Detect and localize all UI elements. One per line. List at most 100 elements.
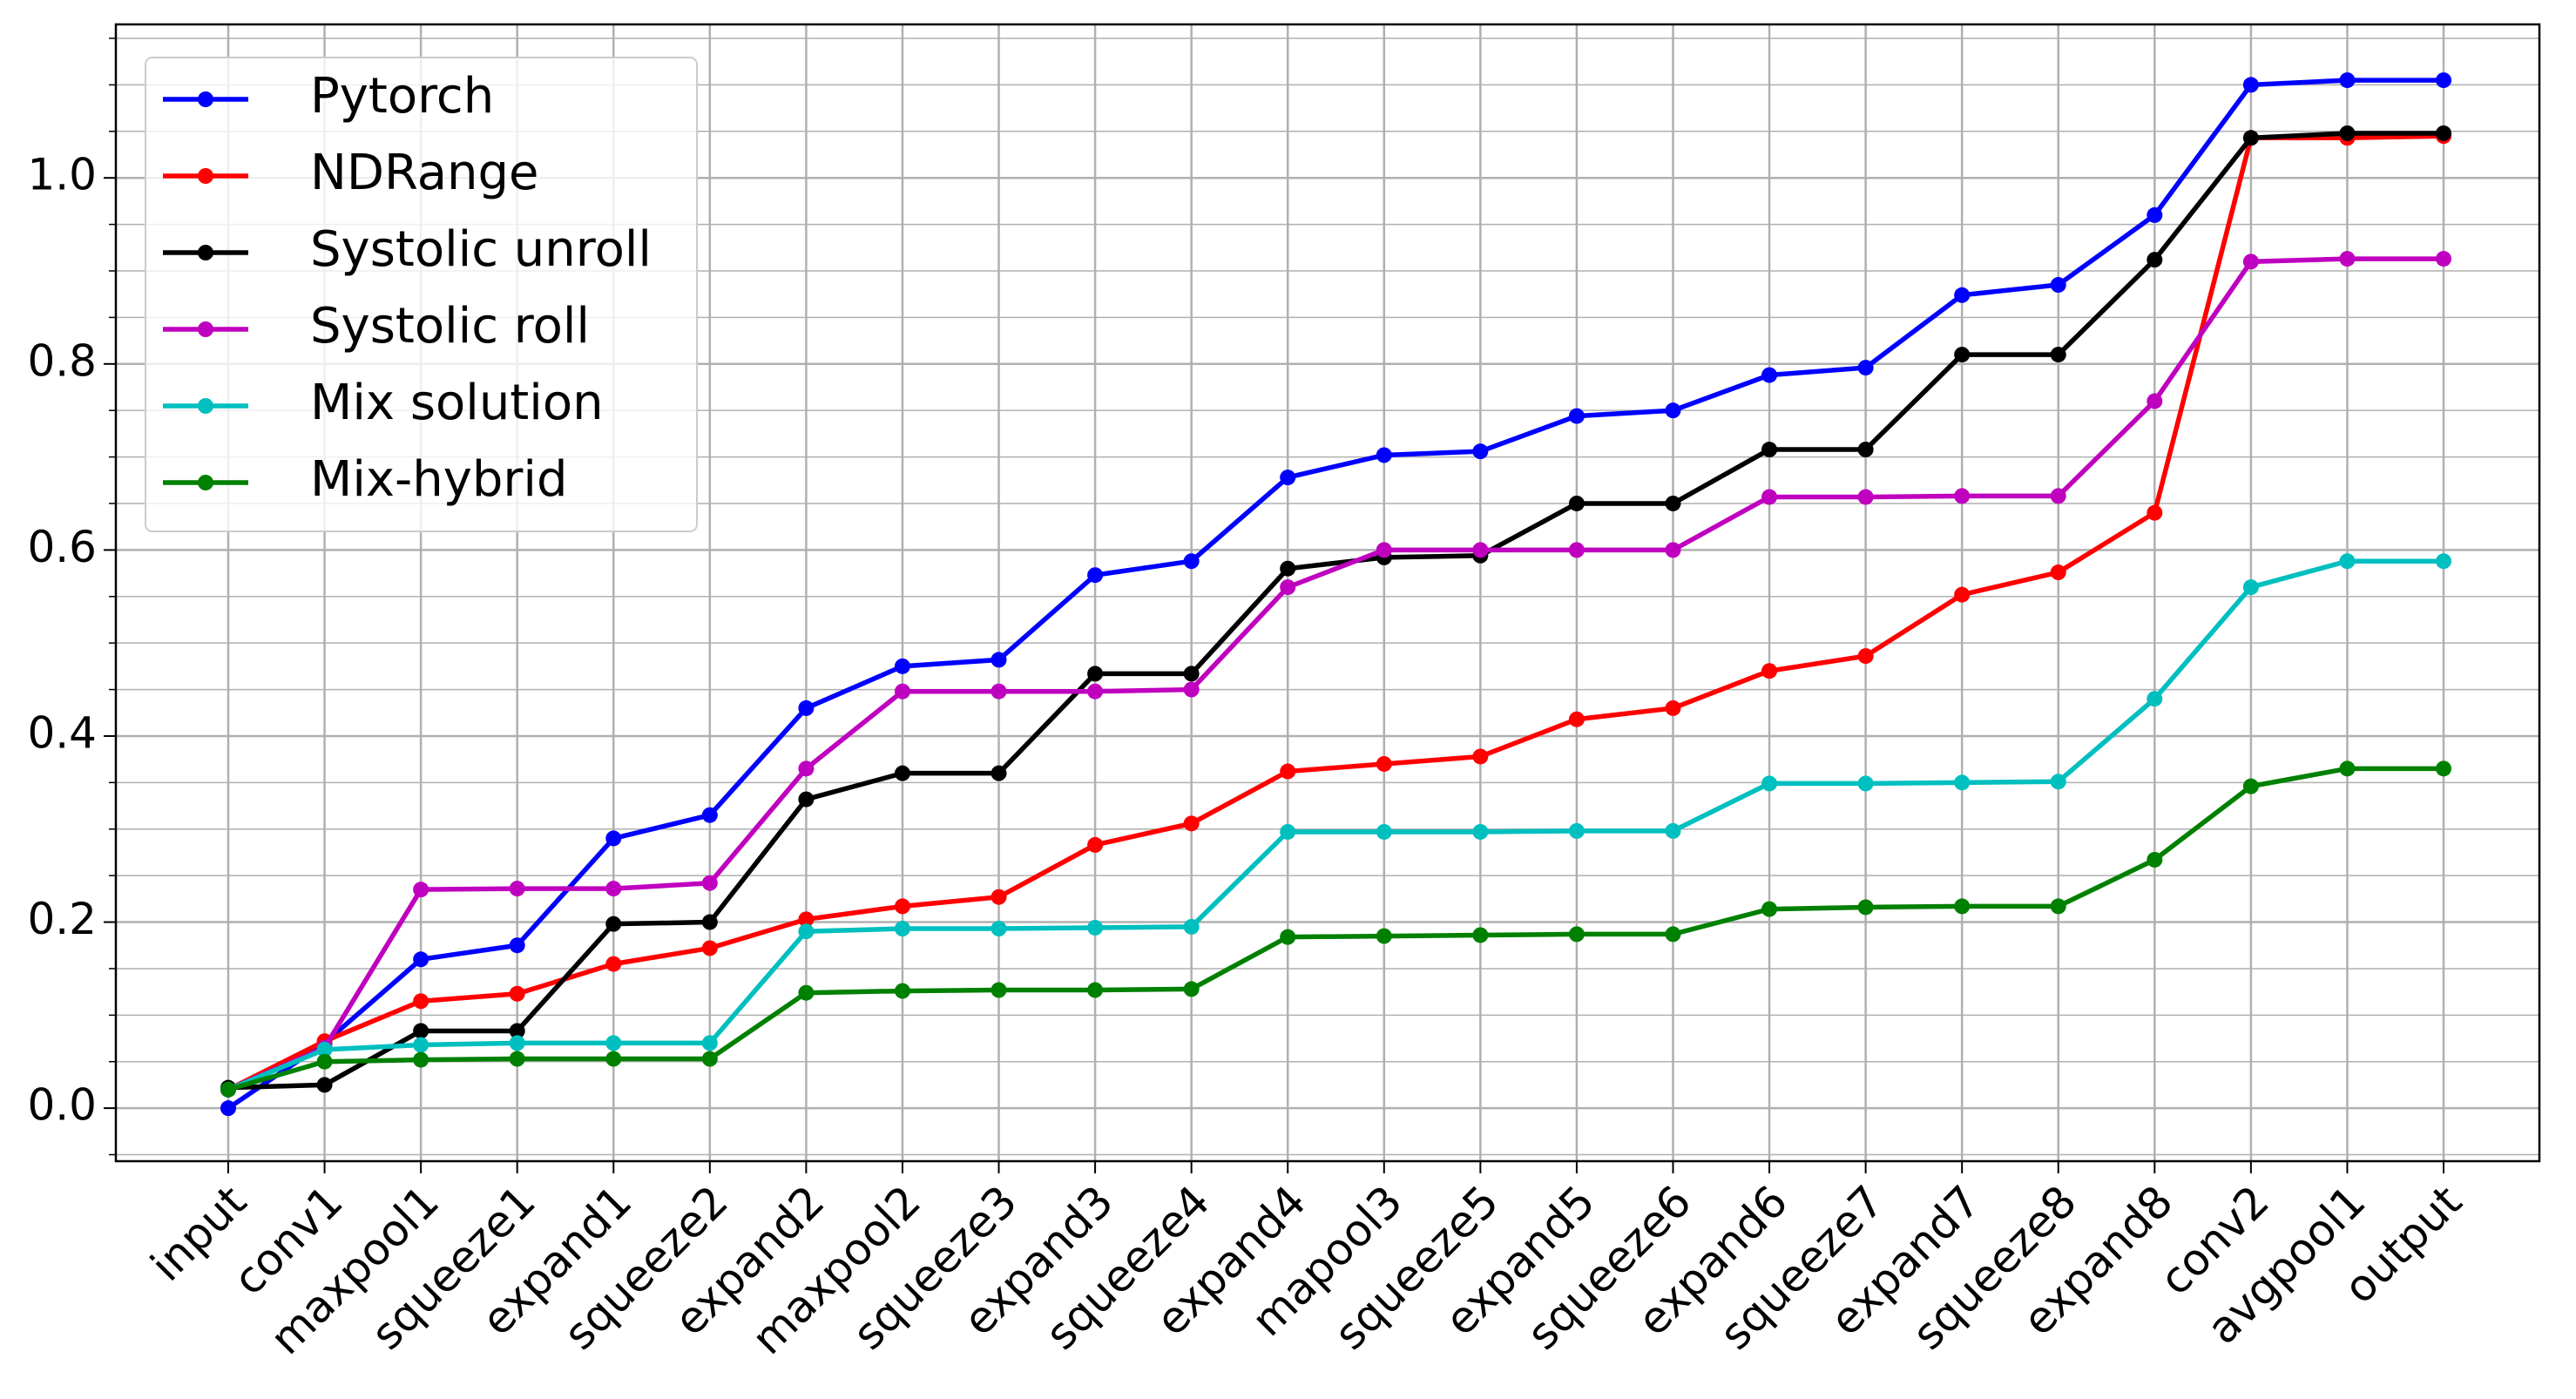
point — [1087, 666, 1104, 682]
point — [1857, 648, 1874, 665]
point — [220, 1081, 236, 1098]
point — [1472, 542, 1489, 558]
legend-marker — [198, 91, 213, 107]
point — [1568, 711, 1585, 727]
point — [1183, 981, 1200, 997]
series — [220, 125, 2451, 1096]
point — [2147, 206, 2163, 223]
point — [1761, 901, 1778, 917]
series — [220, 251, 2451, 1098]
point — [220, 1100, 236, 1117]
point — [2242, 778, 2259, 794]
point — [316, 1041, 333, 1058]
point — [1376, 447, 1392, 463]
legend-label: Systolic roll — [310, 298, 590, 355]
point — [798, 760, 815, 777]
point — [1954, 774, 1971, 791]
plot-frame — [114, 23, 2541, 1163]
point — [509, 1035, 525, 1051]
point — [1376, 755, 1392, 772]
point — [1954, 488, 1971, 504]
point — [1183, 666, 1200, 682]
point — [1087, 683, 1104, 700]
point — [701, 914, 718, 930]
point — [1761, 663, 1778, 679]
point — [2147, 393, 2163, 409]
point — [605, 881, 622, 897]
point — [1665, 402, 1681, 419]
point — [1280, 823, 1296, 840]
point — [1857, 775, 1874, 792]
point — [2147, 252, 2163, 268]
point — [2050, 564, 2066, 581]
point — [701, 1051, 718, 1067]
point — [1568, 822, 1585, 839]
point — [894, 921, 910, 937]
point — [1376, 928, 1392, 944]
point — [701, 940, 718, 956]
point — [2242, 130, 2259, 146]
point — [1568, 926, 1585, 943]
point — [2050, 347, 2066, 363]
point — [1472, 443, 1489, 460]
point — [1761, 442, 1778, 458]
point — [798, 923, 815, 940]
point — [701, 875, 718, 891]
point — [2242, 77, 2259, 93]
point — [605, 1035, 622, 1051]
point — [413, 882, 429, 898]
point — [701, 1035, 718, 1051]
point — [1568, 495, 1585, 511]
point — [1954, 287, 1971, 303]
point — [2436, 125, 2451, 141]
point — [2050, 774, 2066, 790]
point — [2339, 553, 2356, 570]
point — [1954, 898, 1971, 915]
point — [605, 830, 622, 847]
y-tick-label: 0.0 — [27, 1080, 97, 1131]
point — [605, 956, 622, 972]
series-line — [226, 78, 2444, 1111]
point — [1472, 927, 1489, 943]
point — [605, 916, 622, 932]
point — [1376, 542, 1392, 558]
point — [509, 1023, 525, 1039]
point — [1183, 918, 1200, 935]
point — [1087, 836, 1104, 853]
point — [2339, 125, 2356, 141]
point — [894, 983, 910, 999]
point — [509, 1051, 525, 1067]
point — [413, 951, 429, 968]
point — [991, 652, 1007, 668]
point — [316, 1053, 333, 1070]
point — [2436, 760, 2451, 777]
point — [1568, 542, 1585, 558]
point — [2050, 488, 2066, 504]
point — [1665, 542, 1681, 558]
y-tick-label: 0.6 — [27, 522, 97, 572]
point — [1761, 489, 1778, 505]
point — [894, 683, 910, 700]
point — [1857, 899, 1874, 916]
point — [1857, 442, 1874, 458]
point — [2050, 277, 2066, 294]
point — [1087, 919, 1104, 936]
point — [413, 1023, 429, 1039]
point — [894, 765, 910, 781]
point — [413, 1037, 429, 1053]
point — [1665, 822, 1681, 839]
y-tick-label: 0.2 — [27, 894, 97, 944]
point — [1280, 929, 1296, 945]
series-line — [226, 558, 2444, 1092]
point — [1376, 823, 1392, 840]
point — [701, 807, 718, 823]
point — [1280, 470, 1296, 486]
point — [1665, 926, 1681, 943]
y-tick-label: 0.8 — [27, 335, 97, 386]
point — [2436, 553, 2451, 570]
point — [1857, 360, 1874, 376]
legend-label: Mix solution — [310, 375, 604, 431]
point — [509, 985, 525, 1002]
point — [991, 765, 1007, 781]
legend-label: Pytorch — [310, 68, 494, 125]
